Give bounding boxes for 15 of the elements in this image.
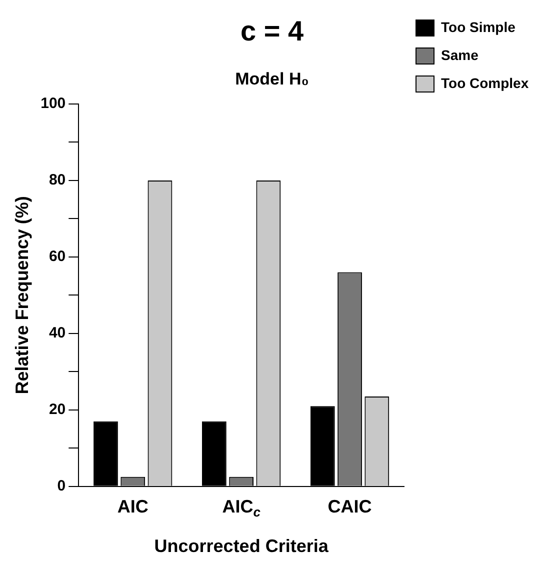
y-tick-label: 40	[48, 324, 66, 342]
chart-title: c = 4	[240, 16, 304, 47]
legend-label: Same	[441, 46, 479, 63]
y-tick-label: 0	[57, 478, 66, 495]
chart-subtitle: Model H₀	[235, 69, 309, 88]
y-tick-label: 80	[48, 172, 66, 189]
y-tick-label: 20	[48, 401, 66, 418]
y-tick-label: 100	[40, 95, 66, 112]
x-tick-label: AIC	[117, 496, 148, 516]
x-axis-title: Uncorrected Criteria	[154, 536, 330, 556]
legend-label: Too Simple	[441, 18, 516, 35]
x-tick-label: CAIC	[328, 496, 372, 516]
y-tick-label: 60	[48, 248, 66, 266]
y-axis-title: Relative Frequency (%)	[12, 196, 32, 394]
legend-label: Too Complex	[441, 74, 529, 91]
